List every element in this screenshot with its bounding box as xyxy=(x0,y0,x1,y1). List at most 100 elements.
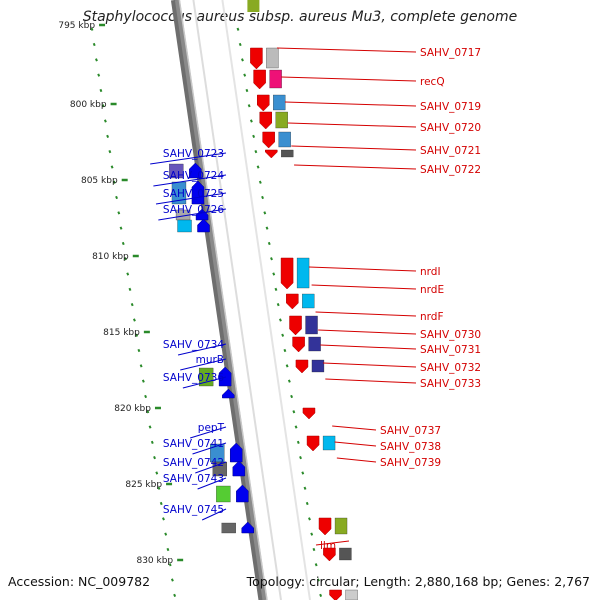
forward-label-connector xyxy=(294,164,417,170)
outer-dot xyxy=(308,517,311,521)
feature-box xyxy=(247,0,260,12)
outer-dot xyxy=(305,501,309,506)
outer-dot xyxy=(252,134,256,138)
ruler-dot xyxy=(146,410,150,414)
ruler-dot xyxy=(137,348,141,353)
forward-label-connector xyxy=(291,145,417,151)
forward-label-connector xyxy=(315,311,417,317)
forward-label-connector xyxy=(334,441,377,447)
forward-label-connector xyxy=(322,362,417,368)
reverse-gene-arrow xyxy=(218,366,232,387)
outer-dot xyxy=(281,333,285,337)
forward-gene-label: SAHV_0733 xyxy=(420,378,481,390)
ruler-dot xyxy=(150,440,154,444)
reverse-label-connector xyxy=(192,442,227,455)
forward-gene-arrow xyxy=(265,149,278,159)
outer-dot xyxy=(270,257,273,261)
outer-dot xyxy=(310,532,314,536)
ruler-dot xyxy=(170,578,174,582)
reverse-gene-label: SAHV_0726 xyxy=(163,204,224,216)
outer-dot xyxy=(296,440,300,444)
ruler-label: 805 kbp xyxy=(81,176,118,186)
ruler-dot xyxy=(119,226,123,230)
feature-box xyxy=(275,111,288,129)
feature-box xyxy=(296,257,310,289)
ruler-dot xyxy=(115,195,118,200)
ruler-dot xyxy=(108,150,112,154)
ruler-label: 815 kbp xyxy=(103,328,140,338)
forward-gene-label: llm xyxy=(320,540,336,552)
reverse-gene-label: SAHV_0723 xyxy=(163,148,224,160)
feature-box xyxy=(281,149,294,158)
ruler-dot xyxy=(124,257,127,261)
forward-gene-label: SAHV_0738 xyxy=(380,441,441,453)
ruler-dot xyxy=(133,318,136,322)
ruler-dot xyxy=(162,517,165,521)
ruler-dot xyxy=(110,165,114,169)
forward-gene-label: nrdF xyxy=(420,311,444,323)
outer-dot xyxy=(312,547,316,552)
feature-box xyxy=(278,131,291,148)
outer-dot xyxy=(261,195,264,200)
reverse-gene-arrow xyxy=(222,388,235,399)
ruler-dot xyxy=(168,563,172,567)
outer-dot xyxy=(294,425,298,429)
outer-dot xyxy=(287,379,291,383)
ruler-dot xyxy=(126,272,130,276)
outer-dot xyxy=(274,287,278,291)
feature-box xyxy=(221,522,236,534)
feature-box xyxy=(339,547,352,561)
ruler-dot xyxy=(128,287,132,291)
forward-gene-label: SAHV_0717 xyxy=(420,47,481,59)
feature-box xyxy=(308,336,321,352)
accession-text: Accession: NC_009782 xyxy=(8,574,151,589)
feature-box xyxy=(305,315,318,335)
inner-guide-line xyxy=(221,0,311,600)
reverse-gene-label: murB xyxy=(196,354,224,366)
reverse-gene-label: pepT xyxy=(198,422,225,434)
ruler-dot xyxy=(106,134,110,138)
forward-label-connector xyxy=(311,284,417,290)
forward-gene-arrow xyxy=(302,407,316,420)
ruler-dot xyxy=(153,456,156,460)
reverse-gene-arrow xyxy=(241,521,255,534)
reverse-label-connector xyxy=(197,477,227,490)
forward-gene-arrow xyxy=(306,435,320,452)
forward-gene-arrow xyxy=(318,517,332,536)
outer-dot xyxy=(303,486,307,490)
feature-box xyxy=(216,485,231,503)
forward-label-connector xyxy=(336,457,377,463)
outer-dot xyxy=(283,348,287,353)
ruler-dot xyxy=(139,364,143,368)
outer-dot xyxy=(290,394,294,399)
forward-gene-arrow xyxy=(295,359,309,374)
forward-gene-label: SAHV_0732 xyxy=(420,362,481,374)
outer-dot xyxy=(245,88,249,93)
forward-label-connector xyxy=(325,378,417,384)
forward-label-connector xyxy=(318,329,417,335)
forward-label-connector xyxy=(332,425,377,431)
outer-dot xyxy=(292,410,296,414)
outer-dot xyxy=(243,73,247,77)
reverse-label-connector xyxy=(195,461,227,474)
outer-dot xyxy=(258,180,262,184)
ruler-dot xyxy=(166,547,170,552)
forward-label-connector xyxy=(284,101,417,107)
reverse-label-connector xyxy=(153,174,227,187)
ruler-dot xyxy=(101,104,105,108)
outer-dot xyxy=(241,58,244,62)
reverse-gene-label: SAHV_0725 xyxy=(163,188,224,200)
forward-gene-label: recQ xyxy=(420,76,445,88)
ruler-dot xyxy=(164,532,168,536)
reverse-gene-arrow xyxy=(232,460,246,477)
backbone-line xyxy=(174,0,268,600)
reverse-gene-label: SAHV_0736 xyxy=(163,372,224,384)
forward-gene-label: nrdI xyxy=(420,266,441,278)
outer-dot xyxy=(254,150,258,154)
feature-box xyxy=(311,359,325,373)
forward-gene-arrow xyxy=(259,111,273,130)
forward-gene-arrow xyxy=(250,47,263,70)
forward-gene-label: SAHV_0737 xyxy=(380,425,441,437)
forward-gene-label: SAHV_0721 xyxy=(420,145,481,157)
